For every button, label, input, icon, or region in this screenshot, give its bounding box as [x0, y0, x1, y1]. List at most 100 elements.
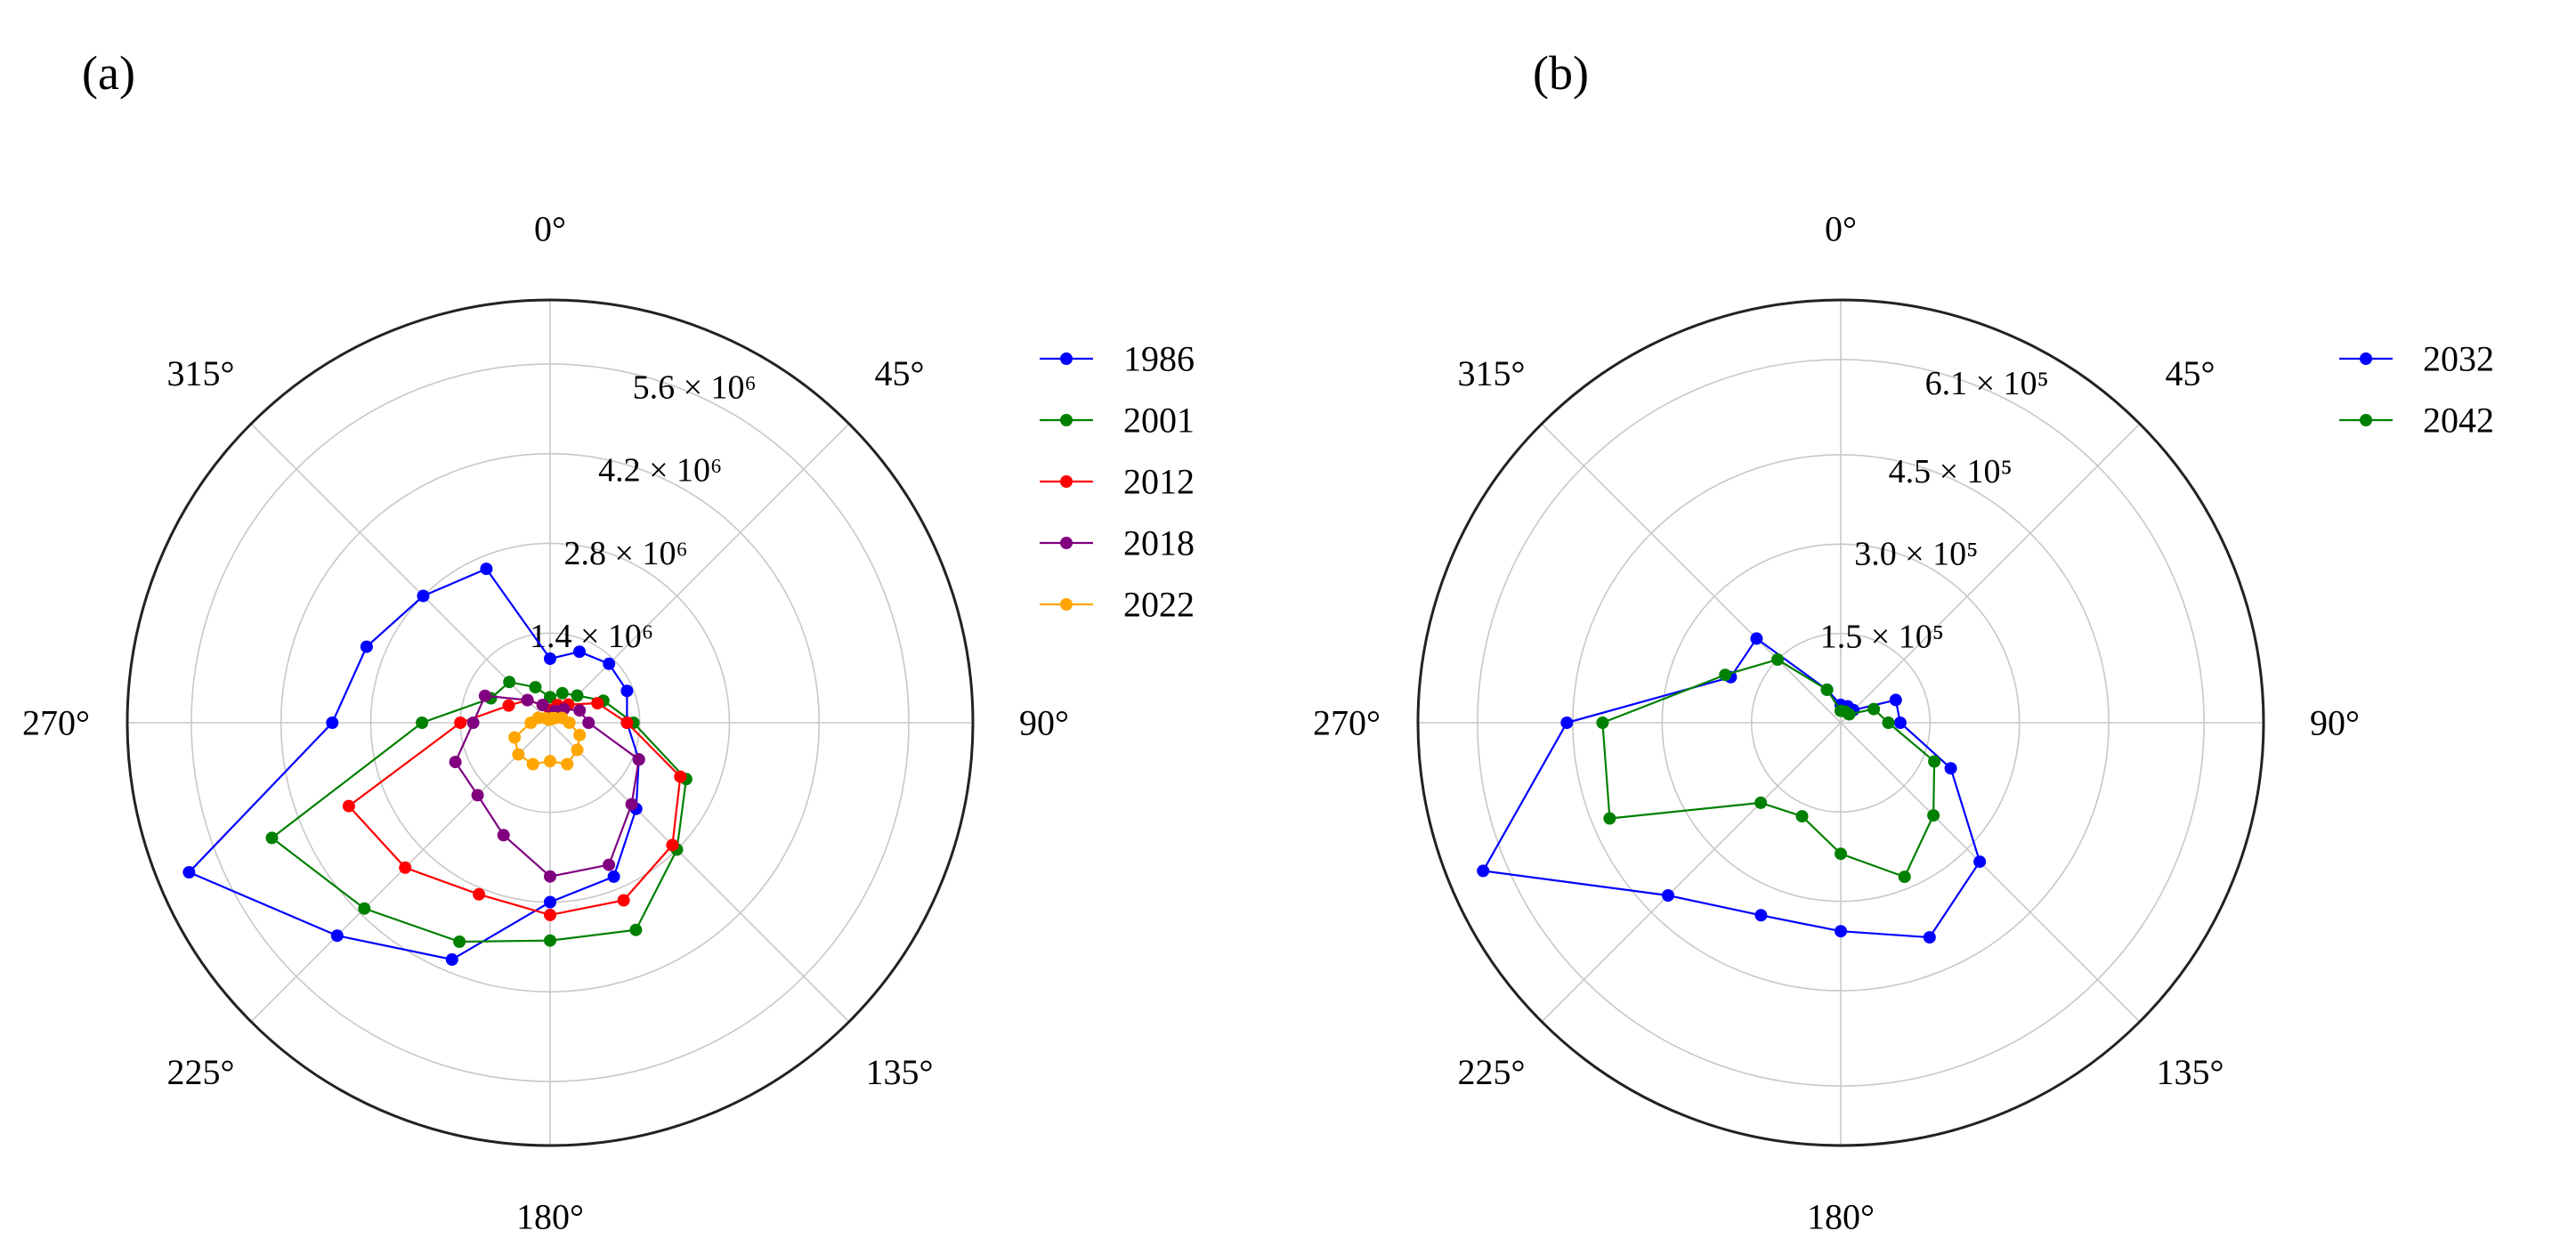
legend-marker — [2360, 352, 2372, 365]
series-2022 — [508, 711, 587, 771]
data-point — [1560, 717, 1574, 729]
data-point — [502, 699, 515, 712]
angle-tick-label: 45° — [2165, 353, 2215, 393]
radial-tick-label: 5.6 × 10⁶ — [633, 369, 757, 407]
data-point — [573, 728, 587, 741]
data-point — [445, 953, 458, 966]
data-point — [674, 770, 687, 783]
data-point — [454, 717, 467, 729]
data-point — [666, 838, 679, 852]
angle-tick-label: 135° — [2156, 1052, 2224, 1092]
legend-label: 2018 — [1123, 523, 1195, 563]
radial-tick-label: 6.1 × 10⁵ — [1925, 365, 2049, 402]
data-point — [508, 731, 522, 744]
data-point — [1898, 871, 1911, 884]
data-point — [358, 902, 371, 915]
legend-item: 2018 — [1040, 523, 1195, 563]
data-point — [544, 652, 556, 665]
data-point — [563, 717, 576, 729]
legend-item: 2042 — [2339, 401, 2494, 441]
data-point — [1928, 755, 1941, 768]
angle-tick-label: 180° — [516, 1197, 584, 1237]
data-point — [503, 676, 516, 689]
data-point — [453, 935, 466, 948]
data-point — [544, 908, 556, 921]
legend-item: 2012 — [1040, 462, 1195, 502]
data-point — [542, 713, 555, 726]
data-point — [1973, 855, 1987, 869]
data-point — [1596, 717, 1609, 729]
angular-gridline — [549, 423, 850, 724]
legend-label: 2022 — [1123, 585, 1195, 625]
angle-tick-label: 135° — [865, 1052, 933, 1092]
radial-tick-label: 2.8 × 10⁶ — [564, 535, 688, 572]
legend-marker — [1060, 598, 1073, 611]
angular-gridline — [250, 423, 551, 724]
radial-tick-label: 1.4 × 10⁶ — [530, 618, 653, 655]
polar-frame — [126, 298, 975, 1147]
data-point — [544, 895, 556, 909]
legend-item: 1986 — [1040, 339, 1195, 379]
polar-frame — [1416, 298, 2265, 1147]
legend-marker — [1060, 352, 1073, 365]
angular-gridline — [1840, 423, 2141, 724]
data-point — [544, 755, 556, 768]
legend-item: 2022 — [1040, 585, 1195, 625]
radial-tick-label: 4.2 × 10⁶ — [598, 452, 722, 490]
radial-tick-label: 1.5 × 10⁵ — [1820, 618, 1944, 655]
data-point — [571, 689, 584, 702]
data-point — [607, 870, 620, 883]
angular-gridline — [1541, 423, 1842, 724]
angle-tick-label: 0° — [534, 209, 566, 249]
legend: 2032 2042 — [2339, 339, 2494, 441]
angle-tick-label: 270° — [1313, 703, 1381, 743]
radial-tick-label: 4.5 × 10⁵ — [1889, 453, 2013, 490]
data-point — [1603, 812, 1616, 825]
data-point — [342, 799, 355, 813]
data-point — [603, 858, 616, 871]
legend: 1986 2001 2012 2018 2022 — [1040, 339, 1195, 625]
data-point — [1927, 809, 1940, 822]
data-point — [521, 693, 534, 707]
legend-marker — [1060, 475, 1073, 488]
data-point — [620, 684, 634, 698]
data-point — [1882, 717, 1895, 729]
data-point — [1771, 653, 1784, 666]
data-point — [1820, 683, 1834, 696]
data-point — [1843, 708, 1856, 721]
data-point — [497, 829, 510, 842]
angular-gridline — [1541, 722, 1842, 1023]
data-point — [603, 657, 616, 670]
angle-tick-label: 90° — [2310, 703, 2360, 743]
data-point — [326, 717, 339, 729]
legend-item: 2032 — [2339, 339, 2494, 379]
angle-tick-label: 45° — [874, 353, 924, 393]
data-point — [473, 887, 486, 901]
angle-tick-label: 315° — [167, 353, 235, 393]
data-point — [1754, 909, 1768, 922]
data-point — [330, 929, 344, 943]
legend-label: 2001 — [1123, 401, 1195, 441]
legend-marker — [1060, 414, 1073, 426]
data-point — [360, 640, 373, 653]
series-2042 — [1596, 653, 1941, 884]
radial-tick-label: 3.0 × 10⁵ — [1854, 536, 1978, 573]
angle-tick-label: 225° — [167, 1052, 235, 1092]
panel-label: (b) — [1533, 46, 1589, 100]
angular-gridline — [1840, 722, 2141, 1023]
data-point — [529, 681, 542, 694]
data-point — [582, 717, 595, 729]
data-point — [1719, 668, 1732, 682]
legend-marker — [2360, 414, 2372, 426]
data-point — [449, 756, 462, 769]
data-point — [536, 699, 549, 712]
angle-tick-label: 180° — [1807, 1197, 1875, 1237]
legend-label: 2032 — [2423, 339, 2494, 379]
data-point — [620, 717, 634, 729]
angular-gridline — [549, 722, 850, 1023]
data-point — [1835, 925, 1847, 938]
data-point — [544, 870, 556, 883]
series-1986 — [182, 563, 645, 966]
data-point — [1795, 810, 1809, 823]
